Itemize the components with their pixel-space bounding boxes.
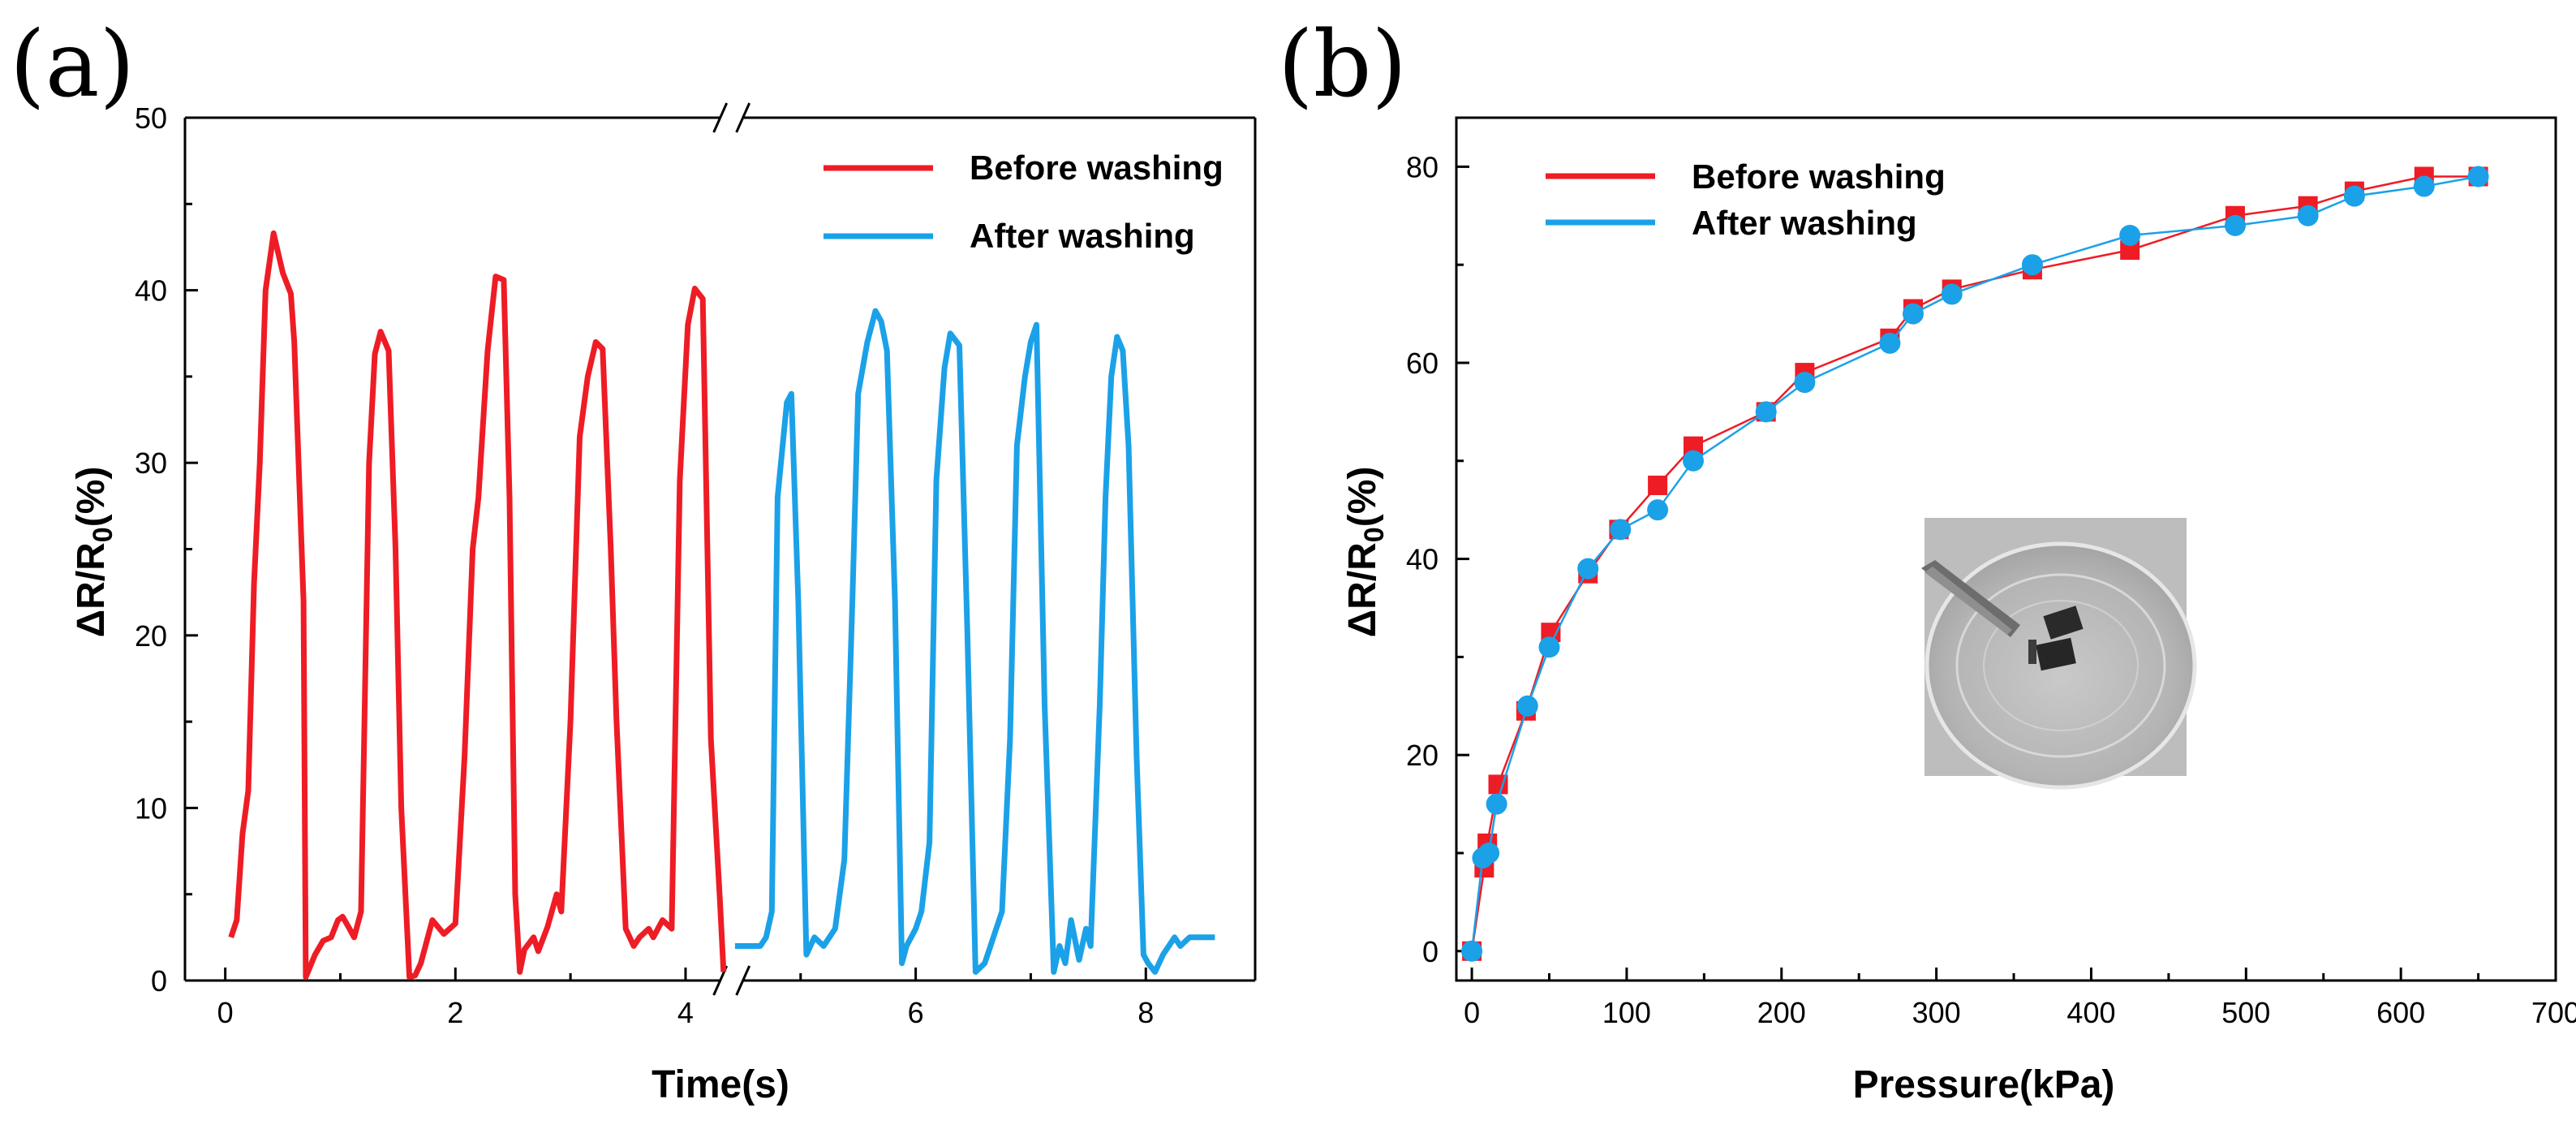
x-tick-label: 300 [1912, 996, 1961, 1029]
y-tick-label: 20 [1406, 739, 1439, 772]
data-point-after-washing [1941, 283, 1963, 305]
panel-a-y-axis-title: ΔR/R0(%) [70, 467, 118, 638]
x-tick-label: 100 [1602, 996, 1651, 1029]
legend-label-before: Before washing [970, 149, 1223, 187]
legend-label-after: After washing [970, 217, 1195, 255]
panel-a: (a) 0 2 4 6 8 0 10 20 30 40 50 Before washing Afte… [10, 12, 1257, 1106]
y-tick-label: 80 [1406, 150, 1439, 183]
data-point-after-washing [1682, 450, 1704, 472]
y-tick-label: 50 [135, 101, 167, 135]
x-tick-label: 400 [2066, 996, 2115, 1029]
panel-a-axes: 0 2 4 6 8 0 10 20 30 40 50 [135, 101, 1257, 1029]
inset-photo [1921, 518, 2197, 790]
panel-b: (b) 0 100 200 300 400 500 600 700 0 20 40 60 80 [1278, 12, 2576, 1106]
x-tick-label: 0 [217, 996, 234, 1029]
x-tick-label: 6 [908, 996, 924, 1029]
y-tick-label: 40 [1406, 543, 1439, 576]
data-point-after-washing [2021, 254, 2043, 276]
axis-break-mark [735, 102, 751, 133]
legend-label-after: After washing [1692, 204, 1917, 242]
series-line-after-washing [1470, 175, 2479, 951]
legend-label-before: Before washing [1692, 157, 1946, 196]
x-tick-label: 8 [1137, 996, 1154, 1029]
x-tick-label: 600 [2376, 996, 2425, 1029]
axis-break-mark [712, 102, 729, 133]
data-point-after-washing [2119, 224, 2141, 246]
series-line-before-washing [1470, 175, 2479, 951]
panel-b-label: (b) [1278, 12, 1407, 118]
data-point-after-washing [1755, 401, 1777, 423]
data-point-after-washing [1902, 303, 1924, 325]
panel-b-legend: Before washing After washing [1546, 157, 1946, 242]
data-point-after-washing [1478, 842, 1500, 864]
panel-b-x-axis-title: Pressure(kPa) [1853, 1063, 2115, 1106]
data-point-after-washing [1516, 695, 1538, 717]
data-point-after-washing [2413, 175, 2435, 197]
data-point-before-washing [1648, 475, 1668, 495]
plot-frame [1455, 116, 2557, 982]
y-tick-label: 0 [151, 964, 167, 998]
series-line-before-washing [228, 230, 727, 981]
data-point-after-washing [2224, 214, 2246, 236]
data-point-after-washing [2297, 205, 2319, 226]
panel-b-series [1461, 166, 2489, 962]
x-tick-label: 4 [677, 996, 694, 1029]
data-point-after-washing [1461, 940, 1483, 962]
panel-a-x-axis-title: Time(s) [652, 1063, 789, 1106]
data-point-after-washing [1794, 372, 1816, 394]
x-tick-label: 500 [2221, 996, 2270, 1029]
data-point-after-washing [2467, 166, 2489, 188]
x-tick-label: 0 [1464, 996, 1480, 1029]
data-point-after-washing [1577, 558, 1599, 580]
y-tick-label: 60 [1406, 347, 1439, 380]
panel-a-series [228, 230, 1215, 981]
panel-a-label: (a) [10, 12, 135, 118]
x-tick-label: 700 [2531, 996, 2576, 1029]
data-point-after-washing [2343, 185, 2365, 207]
data-point-after-washing [1486, 793, 1507, 815]
y-tick-label: 10 [135, 791, 167, 825]
data-point-after-washing [1538, 636, 1560, 658]
panel-b-y-axis-title: ΔR/R0(%) [1341, 467, 1390, 638]
y-tick-label: 20 [135, 619, 167, 653]
y-tick-label: 30 [135, 446, 167, 480]
data-point-after-washing [1610, 519, 1632, 541]
panel-b-axes: 0 100 200 300 400 500 600 700 0 20 40 60 80 [1406, 116, 2576, 1029]
x-tick-label: 2 [447, 996, 463, 1029]
data-point-after-washing [1879, 332, 1901, 354]
y-tick-label: 40 [135, 274, 167, 308]
series-line-after-washing [734, 308, 1215, 975]
panel-a-legend: Before washing After washing [824, 149, 1223, 255]
y-tick-label: 0 [1422, 935, 1439, 968]
data-point-after-washing [1647, 499, 1669, 521]
x-tick-label: 200 [1757, 996, 1806, 1029]
axis-break-mark [735, 965, 751, 996]
